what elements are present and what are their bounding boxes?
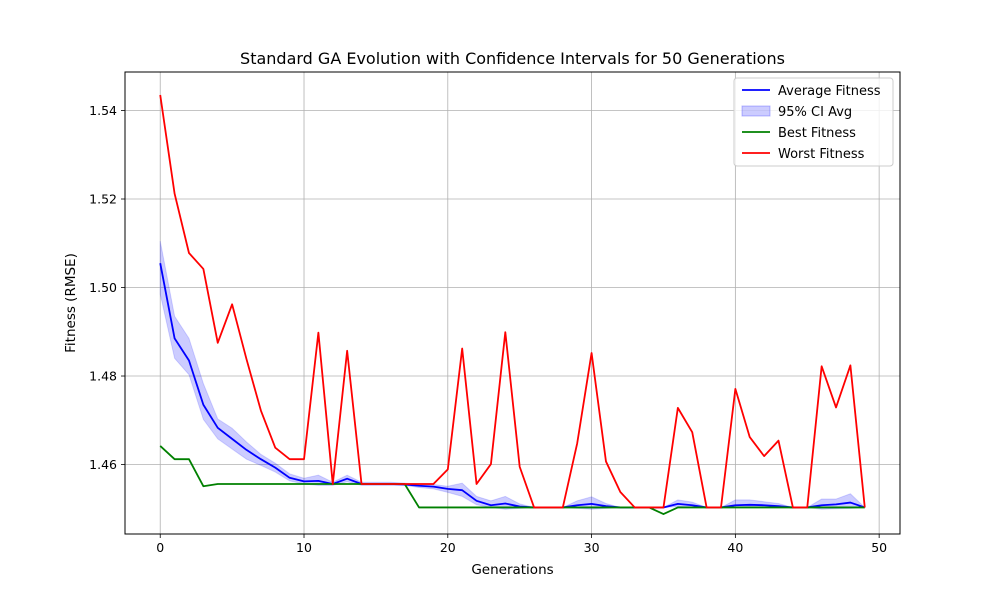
- y-tick-label: 1.48: [89, 369, 117, 384]
- legend-label-best-fitness: Best Fitness: [778, 126, 856, 141]
- y-axis-label: Fitness (RMSE): [63, 253, 79, 353]
- legend-box: [733, 77, 894, 167]
- y-tick-label: 1.52: [89, 192, 117, 207]
- y-tick-label: 1.46: [89, 457, 117, 472]
- y-tick-label: 1.54: [89, 103, 117, 118]
- legend-handle-ci: [741, 105, 771, 117]
- chart-title: Standard GA Evolution with Confidence In…: [240, 49, 785, 68]
- x-axis-label: Generations: [471, 562, 553, 578]
- series-line-average-fitness: [159, 263, 866, 509]
- series-line-worst-fitness: [159, 94, 866, 509]
- x-tick-label: 30: [584, 540, 600, 555]
- plot-frame: [124, 71, 901, 535]
- x-tick-label: 40: [727, 540, 743, 555]
- x-tick-label: 10: [296, 540, 312, 555]
- legend-label-ci: 95% CI Avg: [778, 105, 852, 120]
- legend: Average Fitness 95% CI Avg Best Fitness …: [733, 77, 894, 167]
- legend-label-worst-fitness: Worst Fitness: [778, 147, 865, 162]
- x-tick-label: 50: [871, 540, 887, 555]
- series-line-best-fitness: [159, 445, 865, 515]
- y-tick-label: 1.50: [89, 280, 117, 295]
- y-axis-ticks: 1.46 1.48 1.50 1.52 1.54: [89, 103, 125, 472]
- x-tick-label: 0: [156, 540, 164, 555]
- legend-label-average-fitness: Average Fitness: [778, 84, 881, 99]
- x-tick-label: 20: [440, 540, 456, 555]
- series-layer: [159, 94, 866, 515]
- x-axis-ticks: 0 10 20 30 40 50: [156, 534, 887, 555]
